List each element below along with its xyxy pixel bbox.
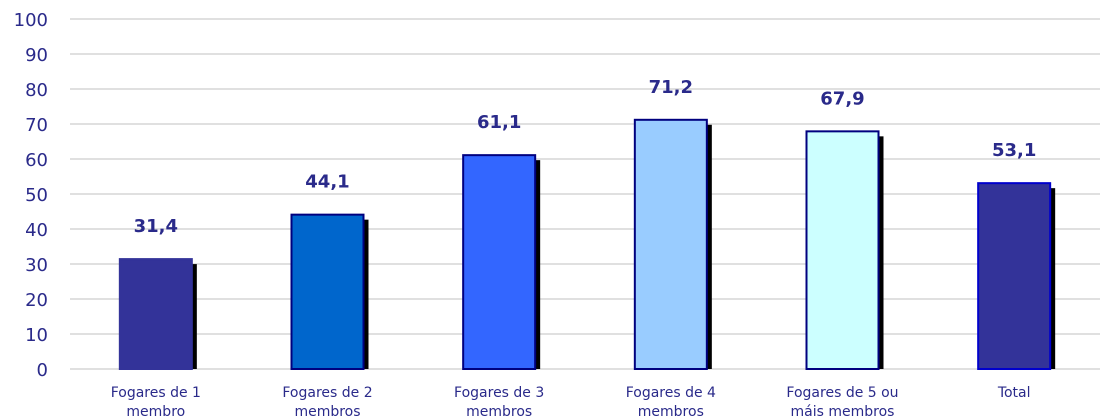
bar <box>805 130 880 370</box>
y-tick-label: 40 <box>25 220 48 241</box>
data-label: 44,1 <box>305 172 349 193</box>
data-label: 71,2 <box>649 77 693 98</box>
y-tick-label: 10 <box>25 325 48 346</box>
x-tick-label: Fogares de 2 membros <box>282 385 372 420</box>
y-tick-label: 60 <box>25 150 48 171</box>
data-labels-layer: 31,4 44,1 61,1 71,2 67,9 53,1 <box>134 77 1037 237</box>
grid-layer <box>70 18 1100 370</box>
y-tick-label: 50 <box>25 185 48 206</box>
y-axis-ticks: 0 10 20 30 40 50 60 70 80 90 100 <box>14 10 48 381</box>
x-tick-label: Fogares de 1 membro <box>111 385 201 420</box>
bar <box>118 258 193 371</box>
bar <box>977 182 1052 370</box>
y-tick-label: 70 <box>25 115 48 136</box>
x-tick-label: Fogares de 4 membros <box>626 385 716 420</box>
bars-layer <box>118 118 1056 371</box>
y-tick-label: 80 <box>25 80 48 101</box>
bar <box>462 154 537 370</box>
y-tick-label: 20 <box>25 290 48 311</box>
y-tick-label: 30 <box>25 255 48 276</box>
data-label: 61,1 <box>477 112 521 133</box>
x-tick-label: Total <box>997 385 1031 401</box>
data-label: 67,9 <box>820 88 864 109</box>
data-label: 53,1 <box>992 140 1036 161</box>
x-tick-label: Fogares de 5 ou máis membros <box>786 385 898 420</box>
y-tick-label: 90 <box>25 45 48 66</box>
y-tick-label: 100 <box>14 10 48 31</box>
bar <box>633 118 708 370</box>
x-tick-label: Fogares de 3 membros <box>454 385 544 420</box>
bar <box>290 213 365 370</box>
data-label: 31,4 <box>134 216 178 237</box>
y-tick-label: 0 <box>37 360 48 381</box>
x-axis-ticks: Fogares de 1 membro Fogares de 2 membros Fog… <box>111 385 1031 420</box>
